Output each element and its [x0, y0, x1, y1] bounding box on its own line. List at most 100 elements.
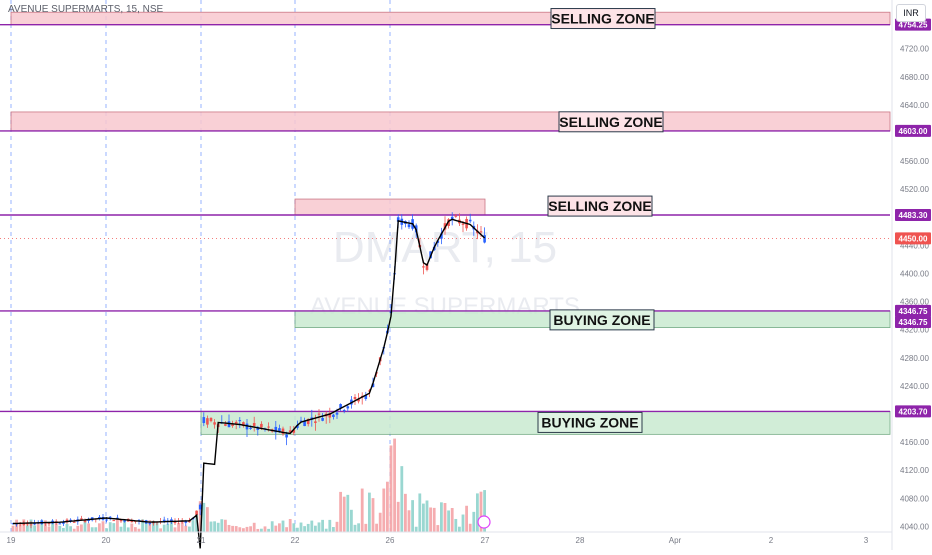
volume-bar	[148, 520, 152, 532]
candle-body	[33, 523, 36, 525]
candle-body	[162, 519, 166, 522]
zone-sell-2	[294, 198, 486, 216]
price-label-badge	[895, 405, 931, 418]
candle-body	[346, 406, 350, 409]
zone-label: BUYING ZONE	[553, 312, 650, 328]
volume-bar	[231, 525, 234, 532]
volume-bar	[483, 490, 486, 532]
volume-bar	[188, 526, 191, 532]
candle-body	[249, 427, 252, 429]
volume-bar	[285, 527, 288, 532]
zone-label: SELLING ZONE	[551, 11, 654, 27]
y-tick-label: 4160.00	[900, 438, 929, 447]
volume-bar	[479, 491, 483, 532]
volume-bar	[130, 523, 134, 532]
candle-body	[123, 520, 126, 522]
zone-sell-1	[10, 111, 891, 132]
price-label: 4483.30	[899, 211, 928, 220]
candle-body	[119, 519, 123, 522]
candle-body	[450, 216, 454, 220]
volume-bar	[389, 445, 393, 532]
volume-bar	[58, 525, 62, 532]
candle-body	[454, 215, 458, 217]
replay-icon[interactable]	[477, 515, 491, 529]
volume-bar	[83, 519, 87, 532]
y-tick-label: 4240.00	[900, 382, 929, 391]
candle-body	[72, 521, 76, 523]
volume-bar	[141, 519, 144, 532]
volume-bar	[292, 523, 296, 532]
price-label: 4203.70	[899, 407, 928, 416]
volume-bar	[422, 503, 425, 532]
volume-bar	[310, 520, 314, 532]
volume-bar	[321, 519, 324, 532]
candle-body	[148, 522, 152, 524]
zone-label: BUYING ZONE	[541, 414, 638, 430]
x-tick-label: 3	[864, 536, 869, 545]
candle-body	[353, 396, 357, 400]
candle-body	[422, 266, 425, 268]
x-tick-label: 22	[291, 536, 300, 545]
candle-body	[29, 524, 33, 526]
candle-body	[116, 517, 119, 519]
candle-body	[112, 520, 116, 522]
volume-bar	[184, 525, 188, 532]
volume-bar	[213, 521, 216, 532]
volume-bar	[400, 466, 404, 532]
volume-bar	[80, 524, 83, 532]
zone-label-box	[550, 8, 656, 30]
volume-bar	[256, 528, 260, 532]
volume-bar	[112, 523, 116, 532]
candle-body	[278, 428, 281, 433]
volume-bar	[220, 519, 224, 532]
candle-body	[335, 412, 339, 415]
volume-bar	[173, 527, 177, 532]
volume-bar	[281, 520, 285, 532]
candle-body	[202, 417, 206, 424]
volume-bar	[440, 502, 443, 532]
volume-bar	[202, 502, 206, 532]
volume-bar	[177, 522, 180, 532]
candle-body	[238, 420, 242, 422]
y-tick-label: 4360.00	[900, 298, 929, 307]
candle-body	[371, 383, 375, 387]
volume-bar	[69, 526, 72, 532]
volume-bar	[206, 507, 209, 532]
volume-bar	[11, 525, 15, 532]
candle-body	[479, 231, 483, 233]
volume-bar	[461, 514, 465, 532]
volume-bar	[242, 528, 245, 532]
volume-bar	[51, 520, 54, 532]
zone-label: SELLING ZONE	[559, 114, 662, 130]
volume-bar	[414, 526, 418, 532]
symbol-title: AVENUE SUPERMARTS, 15, NSE	[8, 4, 164, 15]
candle-body	[213, 422, 216, 425]
y-tick-label: 4440.00	[900, 241, 929, 250]
y-tick-label: 4280.00	[900, 354, 929, 363]
candle-body	[288, 430, 292, 433]
volume-bar	[62, 527, 65, 532]
volume-bar	[360, 488, 364, 532]
volume-bar	[429, 507, 432, 532]
price-label: 4346.75	[899, 307, 928, 316]
volume-bar	[472, 511, 476, 532]
y-tick-label: 4720.00	[900, 45, 929, 54]
candle-body	[11, 523, 15, 525]
y-tick-label: 4680.00	[900, 73, 929, 82]
candle-body	[105, 519, 108, 521]
volume-bar	[404, 493, 407, 532]
volume-bar	[274, 525, 278, 532]
volume-bar	[346, 494, 350, 532]
volume-bar	[94, 527, 98, 532]
volume-bar	[159, 528, 162, 532]
candle-body	[170, 519, 173, 522]
currency-button[interactable]: INR	[896, 4, 926, 22]
candle-body	[285, 434, 288, 438]
candle-body	[303, 421, 306, 427]
volume-bar	[155, 522, 159, 532]
volume-bar	[87, 523, 90, 532]
moving-average-line	[12, 218, 486, 549]
candle-body	[321, 417, 324, 421]
price-label: 4450.00	[899, 234, 928, 243]
